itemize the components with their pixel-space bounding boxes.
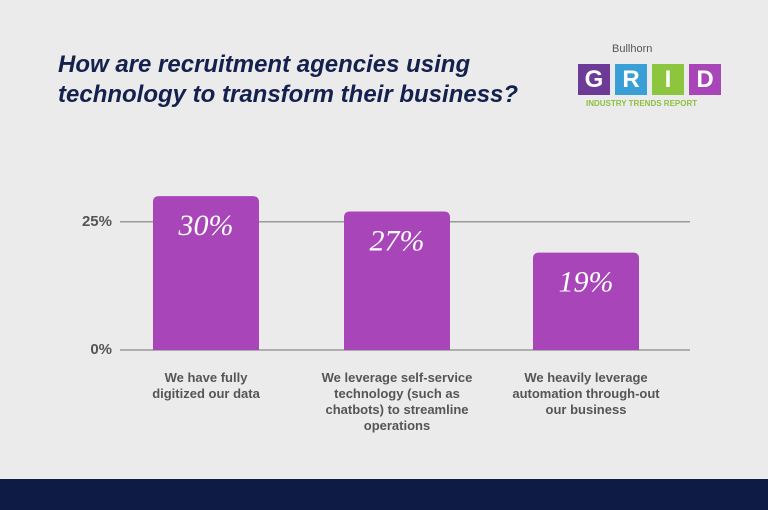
logo-letter: R: [615, 64, 647, 95]
y-tick-label: 25%: [82, 213, 112, 230]
logo-letter: D: [689, 64, 721, 95]
value-label: 30%: [178, 209, 234, 242]
x-tick-label: We have fully digitized our data: [152, 370, 260, 401]
x-tick-label: We heavily leverage automation through-o…: [512, 370, 660, 417]
bar: [533, 252, 639, 350]
logo-tagline: INDUSTRY TRENDS REPORT: [586, 99, 698, 108]
y-tick-label: 0%: [90, 341, 112, 358]
logo-letter: I: [652, 64, 684, 95]
logo-brand: Bullhorn: [612, 43, 653, 55]
logo-letter: G: [578, 64, 610, 95]
bar: [153, 196, 259, 350]
x-tick-label: We leverage self-service technology (suc…: [321, 370, 473, 433]
chart-title: How are recruitment agencies using techn…: [58, 51, 519, 108]
footer-band: [0, 479, 768, 510]
value-label: 19%: [559, 265, 614, 298]
bar: [344, 211, 450, 350]
value-label: 27%: [370, 224, 425, 257]
